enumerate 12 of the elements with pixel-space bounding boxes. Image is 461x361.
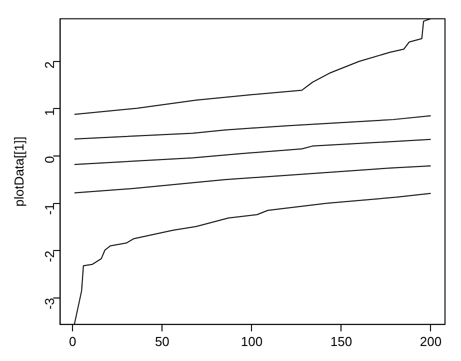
y-tick-label: 2 bbox=[42, 61, 57, 69]
y-tick-label: -3 bbox=[42, 298, 57, 310]
x-tick-label: 0 bbox=[69, 334, 76, 349]
y-tick-label: -2 bbox=[42, 250, 57, 262]
y-tick-label: -1 bbox=[42, 203, 57, 215]
x-tick-label: 200 bbox=[420, 334, 442, 349]
x-tick-label: 100 bbox=[240, 334, 263, 349]
x-tick-label: 150 bbox=[330, 334, 352, 349]
y-axis-title: plotData[[1]] bbox=[11, 136, 26, 207]
y-tick-label: 0 bbox=[42, 156, 57, 164]
y-tick-label: 1 bbox=[42, 108, 57, 116]
x-tick-label: 50 bbox=[154, 334, 170, 349]
